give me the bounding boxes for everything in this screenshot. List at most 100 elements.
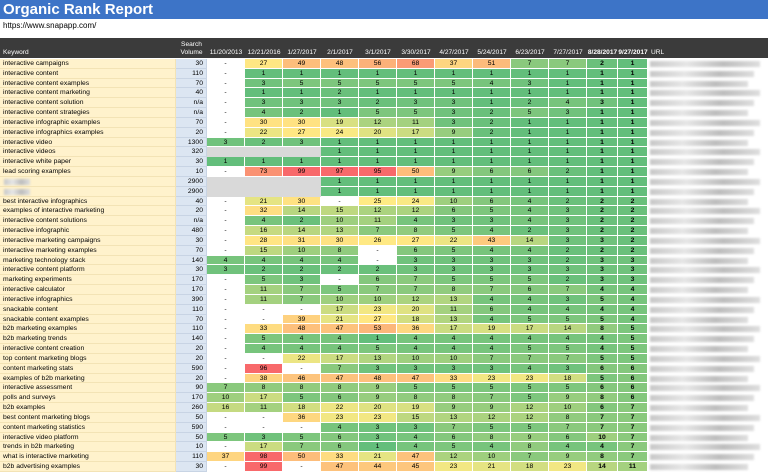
rank-cell: 9 (549, 393, 587, 404)
rank-cell: 5 (321, 285, 359, 295)
blurred-url (650, 247, 754, 254)
rank-cell: 4 (618, 314, 648, 325)
rank-cell: 43 (473, 235, 511, 246)
rank-cell: 23 (511, 373, 549, 384)
rank-cell: 14 (283, 206, 321, 217)
rank-cell: 1 (511, 176, 549, 187)
rank-cell: 6 (587, 403, 618, 413)
rank-cell: 17 (511, 324, 549, 335)
rank-cell: 1 (473, 68, 511, 79)
rank-cell: 5 (283, 78, 321, 89)
rank-cell: - (283, 363, 321, 374)
rank-cell: 2 (549, 196, 587, 207)
rank-cell: 1 (359, 68, 397, 79)
rank-cell: 3 (549, 206, 587, 217)
rank-cell: 19 (473, 324, 511, 335)
rank-cell: 21 (321, 314, 359, 325)
rank-cell: 4 (245, 344, 283, 354)
rank-cell: 1 (397, 157, 435, 168)
rank-cell: 8 (511, 442, 549, 453)
volume-cell: n/a (176, 108, 207, 118)
rank-cell: 1 (435, 68, 473, 79)
rank-cell: 8 (245, 383, 283, 394)
rank-cell: 6 (618, 373, 648, 384)
keyword-cell: snackable content examples (0, 314, 176, 325)
rank-cell: 12 (397, 294, 435, 305)
rank-cell: 1 (618, 68, 648, 79)
rank-cell: 27 (359, 314, 397, 325)
rank-cell: 9 (549, 452, 587, 462)
rank-cell: 1 (511, 186, 549, 197)
rank-cell: 1 (549, 78, 587, 89)
keyword-cell: b2b marketing examples (0, 324, 176, 335)
volume-cell: 110 (176, 68, 207, 79)
rank-cell: 2 (587, 59, 618, 69)
rank-cell (245, 176, 283, 187)
column-header: 2/1/2017 (327, 49, 353, 56)
rank-cell: 1 (618, 59, 648, 69)
rank-cell: 4 (473, 314, 511, 325)
rank-cell: 5 (435, 383, 473, 394)
rank-cell: 23 (359, 412, 397, 423)
volume-cell: n/a (176, 98, 207, 109)
rank-cell: 6 (435, 206, 473, 217)
rank-cell: 5 (618, 324, 648, 335)
rank-cell: 7 (618, 412, 648, 423)
rank-cell: 1 (587, 167, 618, 177)
rank-cell: - (207, 196, 245, 207)
rank-cell: 2 (587, 245, 618, 256)
column-header: 3/30/2017 (401, 49, 431, 56)
rank-cell: 3 (549, 226, 587, 236)
volume-cell: 170 (176, 393, 207, 404)
rank-cell: 6 (549, 432, 587, 443)
rank-cell: 23 (435, 462, 473, 472)
rank-cell: 4 (549, 304, 587, 315)
rank-cell: 3 (549, 216, 587, 227)
rank-cell: 11 (245, 403, 283, 413)
rank-cell: 4 (473, 442, 511, 453)
rank-cell: 3 (283, 275, 321, 286)
keyword-cell: interactive video platform (0, 432, 176, 443)
rank-cell: 47 (397, 452, 435, 462)
rank-cell: 24 (321, 127, 359, 138)
blurred-url (650, 257, 748, 264)
keyword-cell: b2b examples (0, 403, 176, 413)
rank-cell: 3 (397, 255, 435, 266)
rank-cell: 4 (511, 304, 549, 315)
rank-cell: 4 (511, 334, 549, 345)
rank-cell: 1 (473, 186, 511, 197)
rank-cell: 4 (245, 216, 283, 227)
rank-cell: 4 (511, 216, 549, 227)
rank-cell: 2 (587, 226, 618, 236)
rank-cell: 7 (618, 442, 648, 453)
rank-cell: 1 (473, 157, 511, 168)
rank-cell: 7 (511, 353, 549, 364)
rank-cell: 1 (321, 157, 359, 168)
rank-cell: 20 (359, 127, 397, 138)
blurred-url (650, 306, 754, 313)
volume-cell: 110 (176, 304, 207, 315)
rank-cell: 5 (473, 275, 511, 286)
rank-cell: 9 (435, 403, 473, 413)
rank-cell: 1 (549, 147, 587, 158)
rank-cell: 33 (435, 373, 473, 384)
volume-cell: 30 (176, 59, 207, 69)
rank-cell: 99 (283, 167, 321, 177)
rank-cell: 2 (549, 255, 587, 266)
rank-cell: 1 (359, 334, 397, 345)
rank-cell: 4 (397, 334, 435, 345)
rank-cell: 8 (397, 226, 435, 236)
rank-cell: 1 (587, 176, 618, 187)
rank-cell: 12 (359, 206, 397, 217)
rank-cell: 8 (587, 452, 618, 462)
rank-cell: 16 (245, 226, 283, 236)
rank-cell: 1 (618, 117, 648, 128)
keyword-cell (0, 186, 176, 197)
rank-cell (207, 147, 245, 158)
rank-cell: - (359, 245, 397, 256)
column-header: 12/21/2016 (247, 49, 281, 56)
rank-cell: 28 (245, 235, 283, 246)
rank-cell: 2 (549, 245, 587, 256)
rank-cell: 4 (435, 334, 473, 345)
keyword-cell: snackable content (0, 304, 176, 315)
